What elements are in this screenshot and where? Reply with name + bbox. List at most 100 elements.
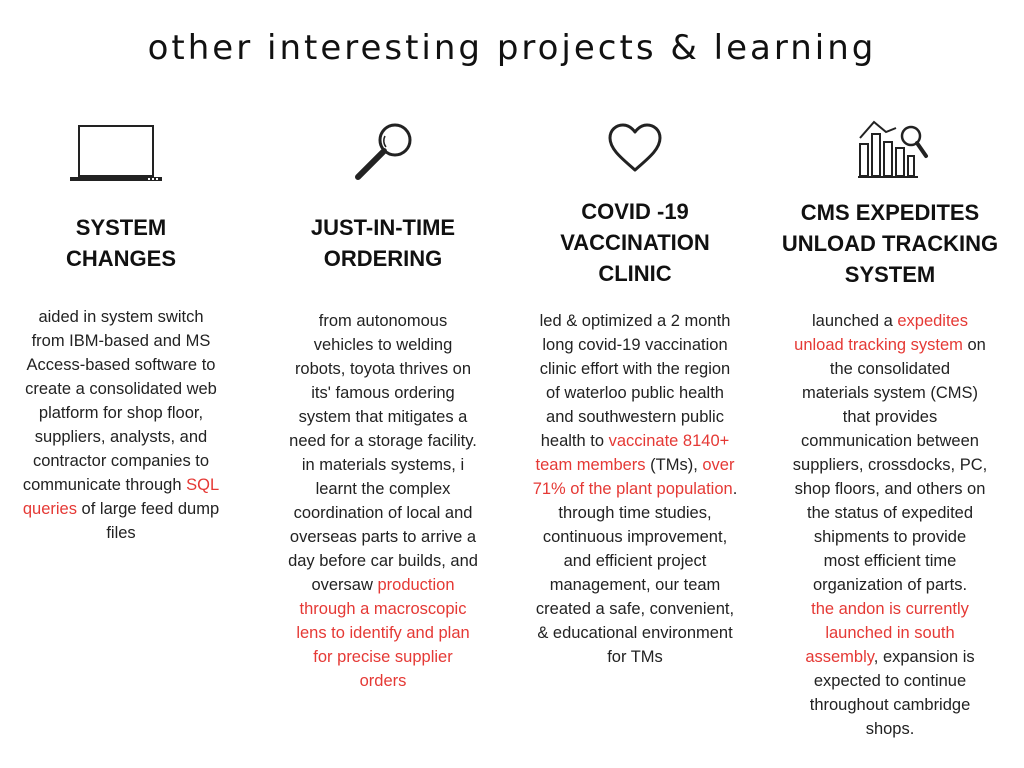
description-line: management, our team xyxy=(520,573,750,597)
chart-analysis-icon xyxy=(856,116,932,180)
description-text: most efficient time xyxy=(823,552,957,570)
project-title: JUST-IN-TIME ORDERING xyxy=(272,212,494,274)
description-text: . xyxy=(732,480,738,498)
description-line: vehicles to welding xyxy=(272,333,494,357)
description-line: launched in south xyxy=(774,621,1006,645)
description-text: and efficient project xyxy=(563,552,707,570)
description-line: most efficient time xyxy=(774,549,1006,573)
description-line: created a safe, convenient, xyxy=(520,597,750,621)
description-text: overseas parts to arrive a xyxy=(289,528,477,546)
description-text: that provides xyxy=(842,408,938,426)
project-title-line: CMS EXPEDITES xyxy=(800,200,980,225)
description-text: created a safe, convenient, xyxy=(535,600,735,618)
description-line: through a macroscopic xyxy=(272,597,494,621)
description-text: from IBM-based and MS xyxy=(31,332,211,350)
description-line: contractor companies to xyxy=(8,449,234,473)
highlighted-text: expedites xyxy=(897,312,968,330)
project-title-line: SYSTEM xyxy=(844,262,936,287)
description-line: throughout cambridge xyxy=(774,693,1006,717)
description-text: communication between xyxy=(801,432,979,450)
description-line: oversaw production xyxy=(272,573,494,597)
description-text: contractor companies to xyxy=(32,452,210,470)
description-line: led & optimized a 2 month xyxy=(520,309,750,333)
description-text: led & optimized a 2 month xyxy=(539,312,731,330)
description-line: learnt the complex xyxy=(272,477,494,501)
description-text: health to xyxy=(540,432,609,450)
description-text: day before car builds, and xyxy=(288,552,478,570)
description-line: of waterloo public health xyxy=(520,381,750,405)
highlighted-text: the andon is currently xyxy=(811,600,969,618)
description-line: from autonomous xyxy=(272,309,494,333)
description-text: vehicles to welding xyxy=(313,336,453,354)
description-line: its' famous ordering xyxy=(272,381,494,405)
description-text: learnt the complex xyxy=(315,480,451,498)
description-text: (TMs), xyxy=(645,456,703,474)
magnifying-glass-icon xyxy=(352,120,418,182)
highlighted-text: unload tracking system xyxy=(794,336,963,354)
description-text: shop floors, and others on xyxy=(794,480,986,498)
description-text: files xyxy=(106,524,136,542)
highlighted-text: for precise supplier xyxy=(313,648,453,666)
description-line: unload tracking system on xyxy=(774,333,1006,357)
laptop-icon xyxy=(68,122,164,184)
description-text: shipments to provide xyxy=(813,528,967,546)
project-title-line: CHANGES xyxy=(65,246,176,271)
description-line: in materials systems, i xyxy=(272,453,494,477)
description-line: for precise supplier xyxy=(272,645,494,669)
project-description: launched a expedites unload tracking syst… xyxy=(774,309,1006,741)
description-text: expected to continue xyxy=(813,672,967,690)
description-text: on xyxy=(962,336,986,354)
project-title-line: SYSTEM xyxy=(75,215,167,240)
description-line: system that mitigates a xyxy=(272,405,494,429)
description-text: suppliers, crossdocks, PC, xyxy=(792,456,988,474)
description-line: queries of large feed dump xyxy=(8,497,234,521)
description-text: launched a xyxy=(812,312,898,330)
description-line: files xyxy=(8,521,234,545)
description-line: through time studies, xyxy=(520,501,750,525)
highlighted-text: through a macroscopic xyxy=(299,600,467,618)
description-line: that provides xyxy=(774,405,1006,429)
description-text: coordination of local and xyxy=(293,504,473,522)
description-text: oversaw xyxy=(311,576,378,594)
description-line: communicate through SQL xyxy=(8,473,234,497)
highlighted-text: SQL xyxy=(186,476,220,494)
project-title-line: VACCINATION xyxy=(560,230,710,255)
heart-icon xyxy=(606,122,664,174)
description-text: need for a storage facility. xyxy=(289,432,477,450)
description-line: and efficient project xyxy=(520,549,750,573)
project-title-line: ORDERING xyxy=(323,246,443,271)
description-line: robots, toyota thrives on xyxy=(272,357,494,381)
description-text: its' famous ordering xyxy=(311,384,455,402)
description-text: system that mitigates a xyxy=(298,408,468,426)
highlighted-text: lens to identify and plan xyxy=(296,624,470,642)
description-line: suppliers, analysts, and xyxy=(8,425,234,449)
description-line: continuous improvement, xyxy=(520,525,750,549)
description-line: the andon is currently xyxy=(774,597,1006,621)
description-line: shops. xyxy=(774,717,1006,741)
description-line: launched a expedites xyxy=(774,309,1006,333)
description-line: 71% of the plant population. xyxy=(520,477,750,501)
description-text: clinic effort with the region xyxy=(539,360,731,378)
description-text: of waterloo public health xyxy=(546,384,724,402)
description-line: & educational environment xyxy=(520,621,750,645)
highlighted-text: over xyxy=(702,456,735,474)
page-title: other interesting projects & learning xyxy=(147,28,877,68)
description-line: day before car builds, and xyxy=(272,549,494,573)
description-text: for TMs xyxy=(607,648,663,666)
project-title-line: COVID -19 xyxy=(581,199,689,224)
description-text: throughout cambridge xyxy=(809,696,971,714)
highlighted-text: assembly xyxy=(805,648,874,666)
description-text: of large feed dump xyxy=(76,500,220,518)
description-text: communicate through xyxy=(22,476,187,494)
description-line: materials system (CMS) xyxy=(774,381,1006,405)
description-text: create a consolidated web xyxy=(25,380,217,398)
description-line: shop floors, and others on xyxy=(774,477,1006,501)
project-description: from autonomous vehicles to welding robots… xyxy=(272,309,494,693)
project-description: led & optimized a 2 month long covid-19 v… xyxy=(520,309,750,669)
description-text: continuous improvement, xyxy=(542,528,728,546)
description-text: the status of expedited xyxy=(806,504,974,522)
description-line: long covid-19 vaccination xyxy=(520,333,750,357)
description-line: aided in system switch xyxy=(8,305,234,329)
description-line: clinic effort with the region xyxy=(520,357,750,381)
project-description: aided in system switch from IBM-based and… xyxy=(8,305,234,545)
